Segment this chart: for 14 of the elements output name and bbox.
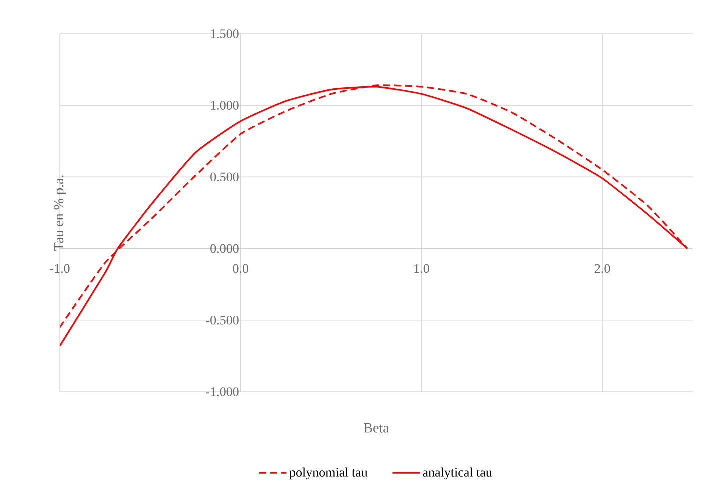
legend-label: polynomial tau — [290, 468, 368, 480]
x-axis-title: Beta — [364, 424, 390, 433]
legend-label: analytical tau — [423, 468, 492, 480]
y-tick-label: -1.000 — [206, 388, 239, 396]
x-tick-label: 0.0 — [233, 264, 248, 274]
y-tick-label: 1.000 — [211, 101, 239, 110]
y-axis-title: Tau en % p.a. — [54, 176, 66, 251]
y-tick-label: 1.500 — [211, 30, 239, 38]
y-tick-label: 0.000 — [210, 244, 239, 254]
y-tick-label: 0.500 — [210, 172, 239, 182]
x-tick-label: 2.0 — [595, 264, 610, 274]
x-tick-label: 1.0 — [414, 264, 430, 274]
x-tick-label: -1.0 — [50, 264, 70, 274]
y-tick-label: -0.500 — [206, 316, 239, 325]
